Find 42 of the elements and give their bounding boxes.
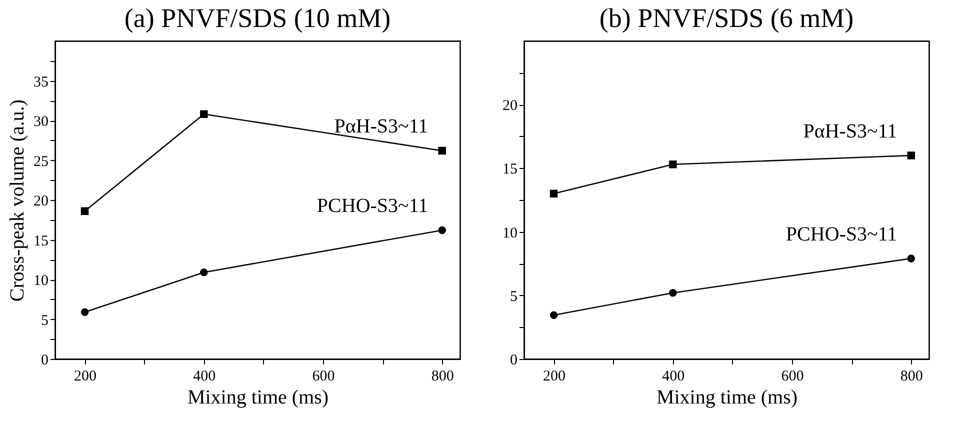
series-label: PαH-S3~11 xyxy=(334,116,428,138)
x-tick-label: 600 xyxy=(312,368,335,384)
x-tick-label: 600 xyxy=(781,368,804,384)
y-tick-label: 30 xyxy=(34,114,48,130)
point xyxy=(200,110,208,118)
x-tick-label: 400 xyxy=(662,368,685,384)
y-tick-label: 15 xyxy=(502,162,518,178)
x-tick-label: 200 xyxy=(74,368,97,384)
y-tick-label: 10 xyxy=(34,273,48,289)
point xyxy=(907,254,916,262)
y-tick-label: 0 xyxy=(510,352,518,368)
x-tick-label: 800 xyxy=(900,368,923,384)
y-tick-label: 25 xyxy=(34,154,48,170)
series-label: PCHO-S3~11 xyxy=(316,195,428,218)
y-tick-label: 5 xyxy=(510,288,518,305)
y-tick-label: 10 xyxy=(502,225,518,242)
point xyxy=(438,146,446,155)
y-axis-title: Cross-peak volume (a.u.) xyxy=(6,99,28,302)
y-tick-label: 35 xyxy=(34,74,48,90)
point xyxy=(438,226,446,234)
x-axis-title: Mixing time (ms) xyxy=(187,386,329,408)
point xyxy=(550,311,558,319)
y-tick-label: 15 xyxy=(34,233,48,250)
x-tick-label: 200 xyxy=(543,368,566,384)
point xyxy=(907,152,916,160)
point xyxy=(669,288,677,297)
point xyxy=(80,207,89,216)
point xyxy=(550,190,558,198)
y-tick-label: 20 xyxy=(502,98,518,114)
y-tick-label: 0 xyxy=(41,352,48,368)
chart-title: (b) PNVF/SDS (6 mM) xyxy=(599,3,854,33)
chart-title: (a) PNVF/SDS (10 mM) xyxy=(124,3,391,33)
point xyxy=(200,268,208,276)
point xyxy=(669,160,677,168)
series-label: PCHO-S3~11 xyxy=(786,224,898,246)
series-label: PαH-S3~11 xyxy=(803,120,898,142)
x-axis-title: Mixing time (ms) xyxy=(656,386,798,408)
point xyxy=(80,308,89,316)
x-tick-label: 400 xyxy=(193,368,216,384)
y-tick-label: 20 xyxy=(34,194,48,210)
x-tick-label: 800 xyxy=(431,368,454,384)
y-tick-label: 5 xyxy=(41,312,48,329)
